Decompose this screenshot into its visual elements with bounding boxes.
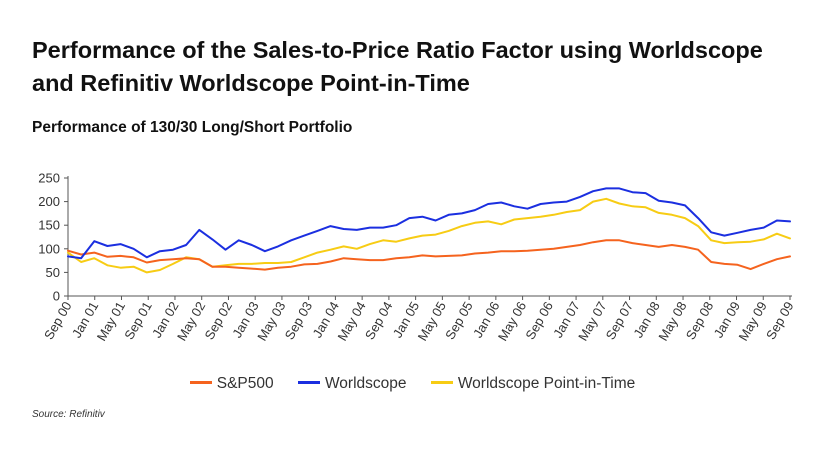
- legend-item-sp500: S&P500: [189, 375, 274, 393]
- legend-swatch-sp500: [189, 381, 212, 385]
- legend-label-worldscope: Worldscope: [324, 375, 407, 392]
- legend-item-worldscope-pit: Worldscope Point-in-Time: [430, 375, 636, 393]
- legend-label-sp500: S&P500: [216, 375, 274, 392]
- legend-swatch-worldscope-pit: [430, 381, 453, 385]
- y-tick-label: 250: [38, 171, 60, 186]
- y-tick-label: 200: [38, 194, 60, 209]
- series-line-worldscope-point-in-time: [67, 197, 791, 274]
- y-tick-label: 100: [38, 241, 60, 256]
- y-tick-label: 0: [53, 289, 60, 304]
- legend-label-worldscope-pit: Worldscope Point-in-Time: [457, 375, 636, 392]
- y-tick-label: 150: [38, 218, 60, 233]
- series-line-worldscope: [67, 187, 791, 260]
- x-tick-label: Sep 00: [41, 299, 75, 342]
- legend-swatch-worldscope: [297, 381, 320, 385]
- series-layer: [67, 187, 791, 274]
- chart-legend: S&P500 Worldscope Worldscope Point-in-Ti…: [0, 375, 825, 393]
- legend-item-worldscope: Worldscope: [297, 375, 407, 393]
- y-tick-label: 50: [46, 265, 60, 280]
- chart-subtitle: Performance of 130/30 Long/Short Portfol…: [32, 119, 353, 136]
- chart-title: Performance of the Sales-to-Price Ratio …: [32, 37, 763, 96]
- series-line-s-p500: [67, 239, 791, 271]
- source-note: Source: Refinitiv: [32, 409, 105, 420]
